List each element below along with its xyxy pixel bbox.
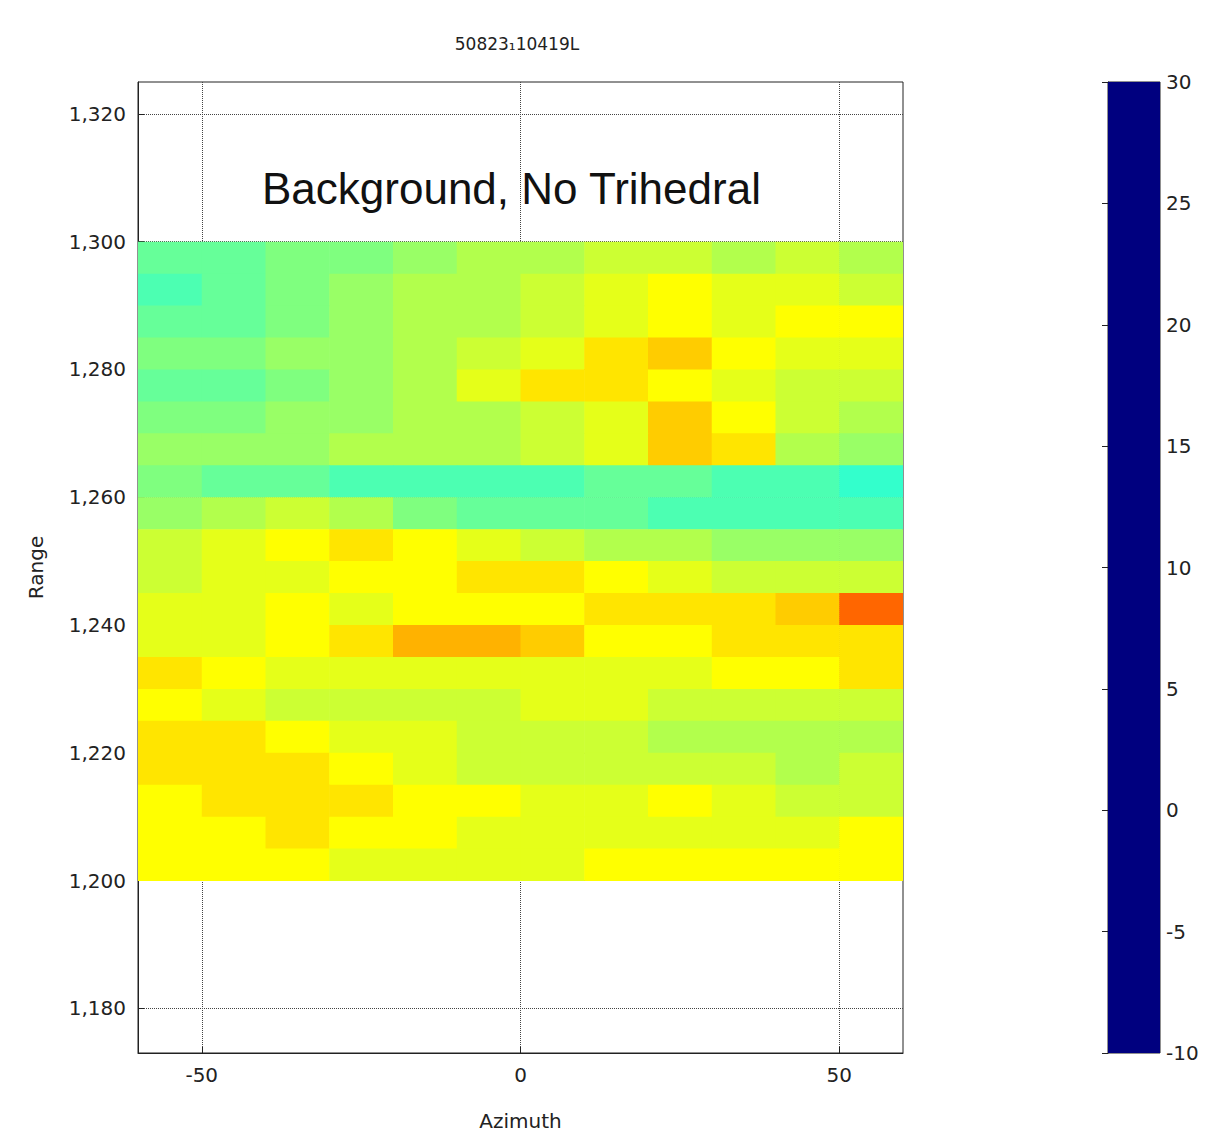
svg-text:20: 20 xyxy=(1166,313,1191,337)
svg-text:1,180: 1,180 xyxy=(69,996,126,1020)
svg-text:25: 25 xyxy=(1166,191,1191,215)
svg-text:1,300: 1,300 xyxy=(69,230,126,254)
svg-text:Azimuth: Azimuth xyxy=(479,1109,561,1133)
svg-text:1,220: 1,220 xyxy=(69,741,126,765)
svg-text:1,260: 1,260 xyxy=(69,485,126,509)
svg-text:30: 30 xyxy=(1166,70,1191,94)
svg-text:50: 50 xyxy=(827,1063,852,1087)
svg-text:5: 5 xyxy=(1166,677,1179,701)
svg-text:1,240: 1,240 xyxy=(69,613,126,637)
svg-text:50823₁10419L: 50823₁10419L xyxy=(455,34,580,54)
svg-text:0: 0 xyxy=(514,1063,527,1087)
svg-text:Background, No Trihedral: Background, No Trihedral xyxy=(262,164,761,213)
svg-text:-5: -5 xyxy=(1166,920,1186,944)
svg-text:1,280: 1,280 xyxy=(69,357,126,381)
svg-text:10: 10 xyxy=(1166,556,1191,580)
svg-text:15: 15 xyxy=(1166,434,1191,458)
svg-text:Range: Range xyxy=(24,536,48,599)
svg-text:1,320: 1,320 xyxy=(69,102,126,126)
svg-text:0: 0 xyxy=(1166,798,1179,822)
svg-text:-50: -50 xyxy=(185,1063,218,1087)
svg-text:1,200: 1,200 xyxy=(69,869,126,893)
svg-text:-10: -10 xyxy=(1166,1041,1199,1065)
